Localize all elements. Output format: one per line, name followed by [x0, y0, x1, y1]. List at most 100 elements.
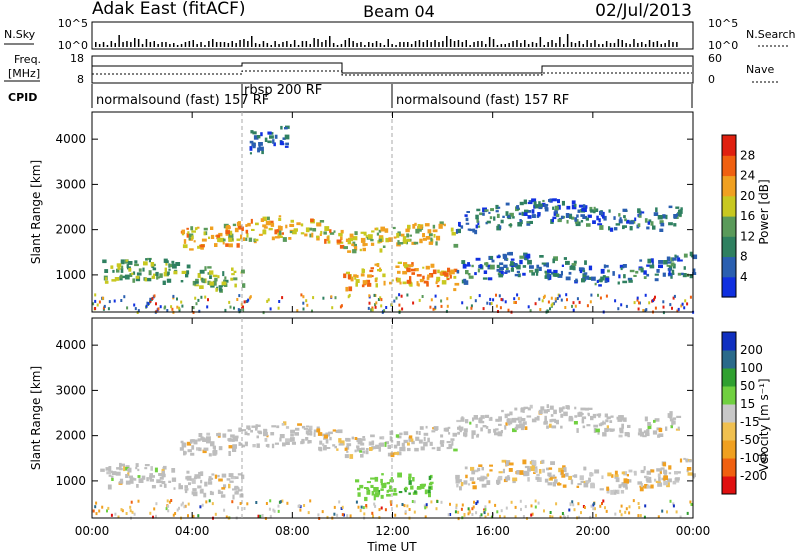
- nsky-bar: [656, 41, 659, 47]
- scatter-cell: [255, 222, 259, 226]
- scatter-cell: [468, 483, 471, 486]
- scatter-cell: [212, 451, 217, 456]
- scatter-cell: [181, 501, 184, 505]
- scatter-cell: [405, 240, 408, 245]
- scatter-cell: [657, 215, 663, 220]
- scatter-cell: [313, 432, 316, 437]
- scatter-cell: [356, 445, 360, 449]
- scatter-cell: [116, 467, 121, 470]
- scatter-cell: [672, 480, 677, 485]
- scatter-cell: [308, 429, 312, 433]
- scatter-cell: [284, 145, 289, 148]
- scatter-cell: [647, 258, 652, 264]
- scatter-cell: [362, 506, 365, 510]
- scatter-cell: [646, 226, 650, 230]
- scatter-cell: [343, 246, 348, 250]
- scatter-cell: [324, 238, 327, 244]
- scatter-cell: [417, 224, 421, 229]
- scatter-cell: [234, 283, 237, 288]
- scatter-cell: [255, 426, 258, 431]
- scatter-cell: [489, 302, 492, 306]
- scatter-cell: [338, 438, 342, 443]
- scatter-cell: [439, 271, 445, 276]
- scatter-cell: [524, 209, 529, 213]
- scatter-cell: [196, 226, 200, 229]
- scatter-cell: [395, 434, 400, 438]
- scatter-cell: [450, 438, 455, 441]
- scatter-cell: [459, 486, 462, 491]
- scatter-cell: [406, 267, 411, 273]
- scatter-cell: [495, 204, 499, 210]
- scatter-cell: [603, 215, 607, 221]
- scatter-cell: [495, 293, 497, 297]
- scatter-cell: [616, 489, 620, 495]
- scatter-band: [344, 425, 458, 459]
- scatter-cell: [234, 485, 239, 489]
- scatter-cell: [519, 219, 522, 223]
- scatter-cell: [359, 509, 362, 513]
- scatter-cell: [665, 426, 668, 431]
- scatter-cell: [668, 465, 672, 470]
- scatter-cell: [517, 222, 522, 227]
- scatter-cell: [523, 406, 528, 409]
- scatter-cell: [347, 240, 352, 245]
- scatter-cell: [523, 470, 528, 474]
- scatter-cell: [496, 479, 501, 484]
- scatter-cell: [527, 477, 530, 482]
- nsky-bar: [321, 42, 323, 47]
- scatter-cell: [326, 236, 329, 241]
- scatter-cell: [232, 444, 237, 449]
- scatter-cell: [588, 265, 593, 271]
- scatter-cell: [458, 426, 464, 431]
- scatter-cell: [155, 309, 158, 313]
- scatter-cell: [249, 152, 252, 155]
- scatter-cell: [497, 431, 503, 437]
- scatter-cell: [618, 219, 623, 224]
- scatter-cell: [584, 260, 587, 265]
- scatter-cell: [269, 307, 272, 311]
- scatter-cell: [538, 266, 542, 271]
- scatter-cell: [547, 482, 553, 486]
- scatter-cell: [482, 307, 485, 311]
- scatter-cell: [279, 437, 282, 442]
- scatter-cell: [494, 503, 497, 507]
- scatter-cell: [111, 478, 114, 481]
- scatter-cell: [585, 407, 590, 411]
- scatter-cell: [560, 215, 564, 219]
- scatter-cell: [212, 274, 218, 278]
- scatter-cell: [586, 223, 591, 227]
- scatter-cell: [654, 295, 656, 299]
- colorbar-tick-label: -50: [740, 433, 760, 447]
- scatter-cell: [377, 269, 382, 272]
- scatter-cell: [239, 308, 242, 312]
- scatter-cell: [125, 259, 129, 262]
- scatter-cell: [217, 275, 220, 279]
- scatter-cell: [142, 267, 145, 272]
- scatter-cell: [419, 426, 424, 430]
- scatter-cell: [128, 475, 133, 479]
- scatter-cell: [207, 280, 211, 285]
- scatter-cell: [460, 507, 463, 511]
- scatter-cell: [366, 481, 371, 484]
- scatter-cell: [267, 140, 272, 144]
- scatter-cell: [418, 431, 421, 435]
- scatter-cell: [637, 514, 640, 518]
- nsky-bar: [165, 42, 167, 47]
- scatter-cell: [369, 442, 373, 446]
- scatter-cell: [246, 233, 249, 238]
- scatter-cell: [457, 431, 460, 435]
- scatter-cell: [206, 432, 211, 436]
- scatter-cell: [571, 204, 577, 210]
- scatter-cell: [141, 475, 146, 480]
- scatter-cell: [639, 514, 642, 518]
- nsky-bar: [344, 40, 347, 47]
- scatter-cell: [398, 242, 404, 245]
- scatter-cell: [508, 462, 514, 466]
- scatter-cell: [557, 483, 562, 486]
- scatter-cell: [433, 234, 436, 238]
- scatter-cell: [672, 296, 675, 300]
- scatter-cell: [625, 304, 628, 308]
- scatter-cell: [413, 510, 416, 514]
- nsky-bar: [633, 39, 635, 47]
- scatter-cell: [440, 299, 443, 303]
